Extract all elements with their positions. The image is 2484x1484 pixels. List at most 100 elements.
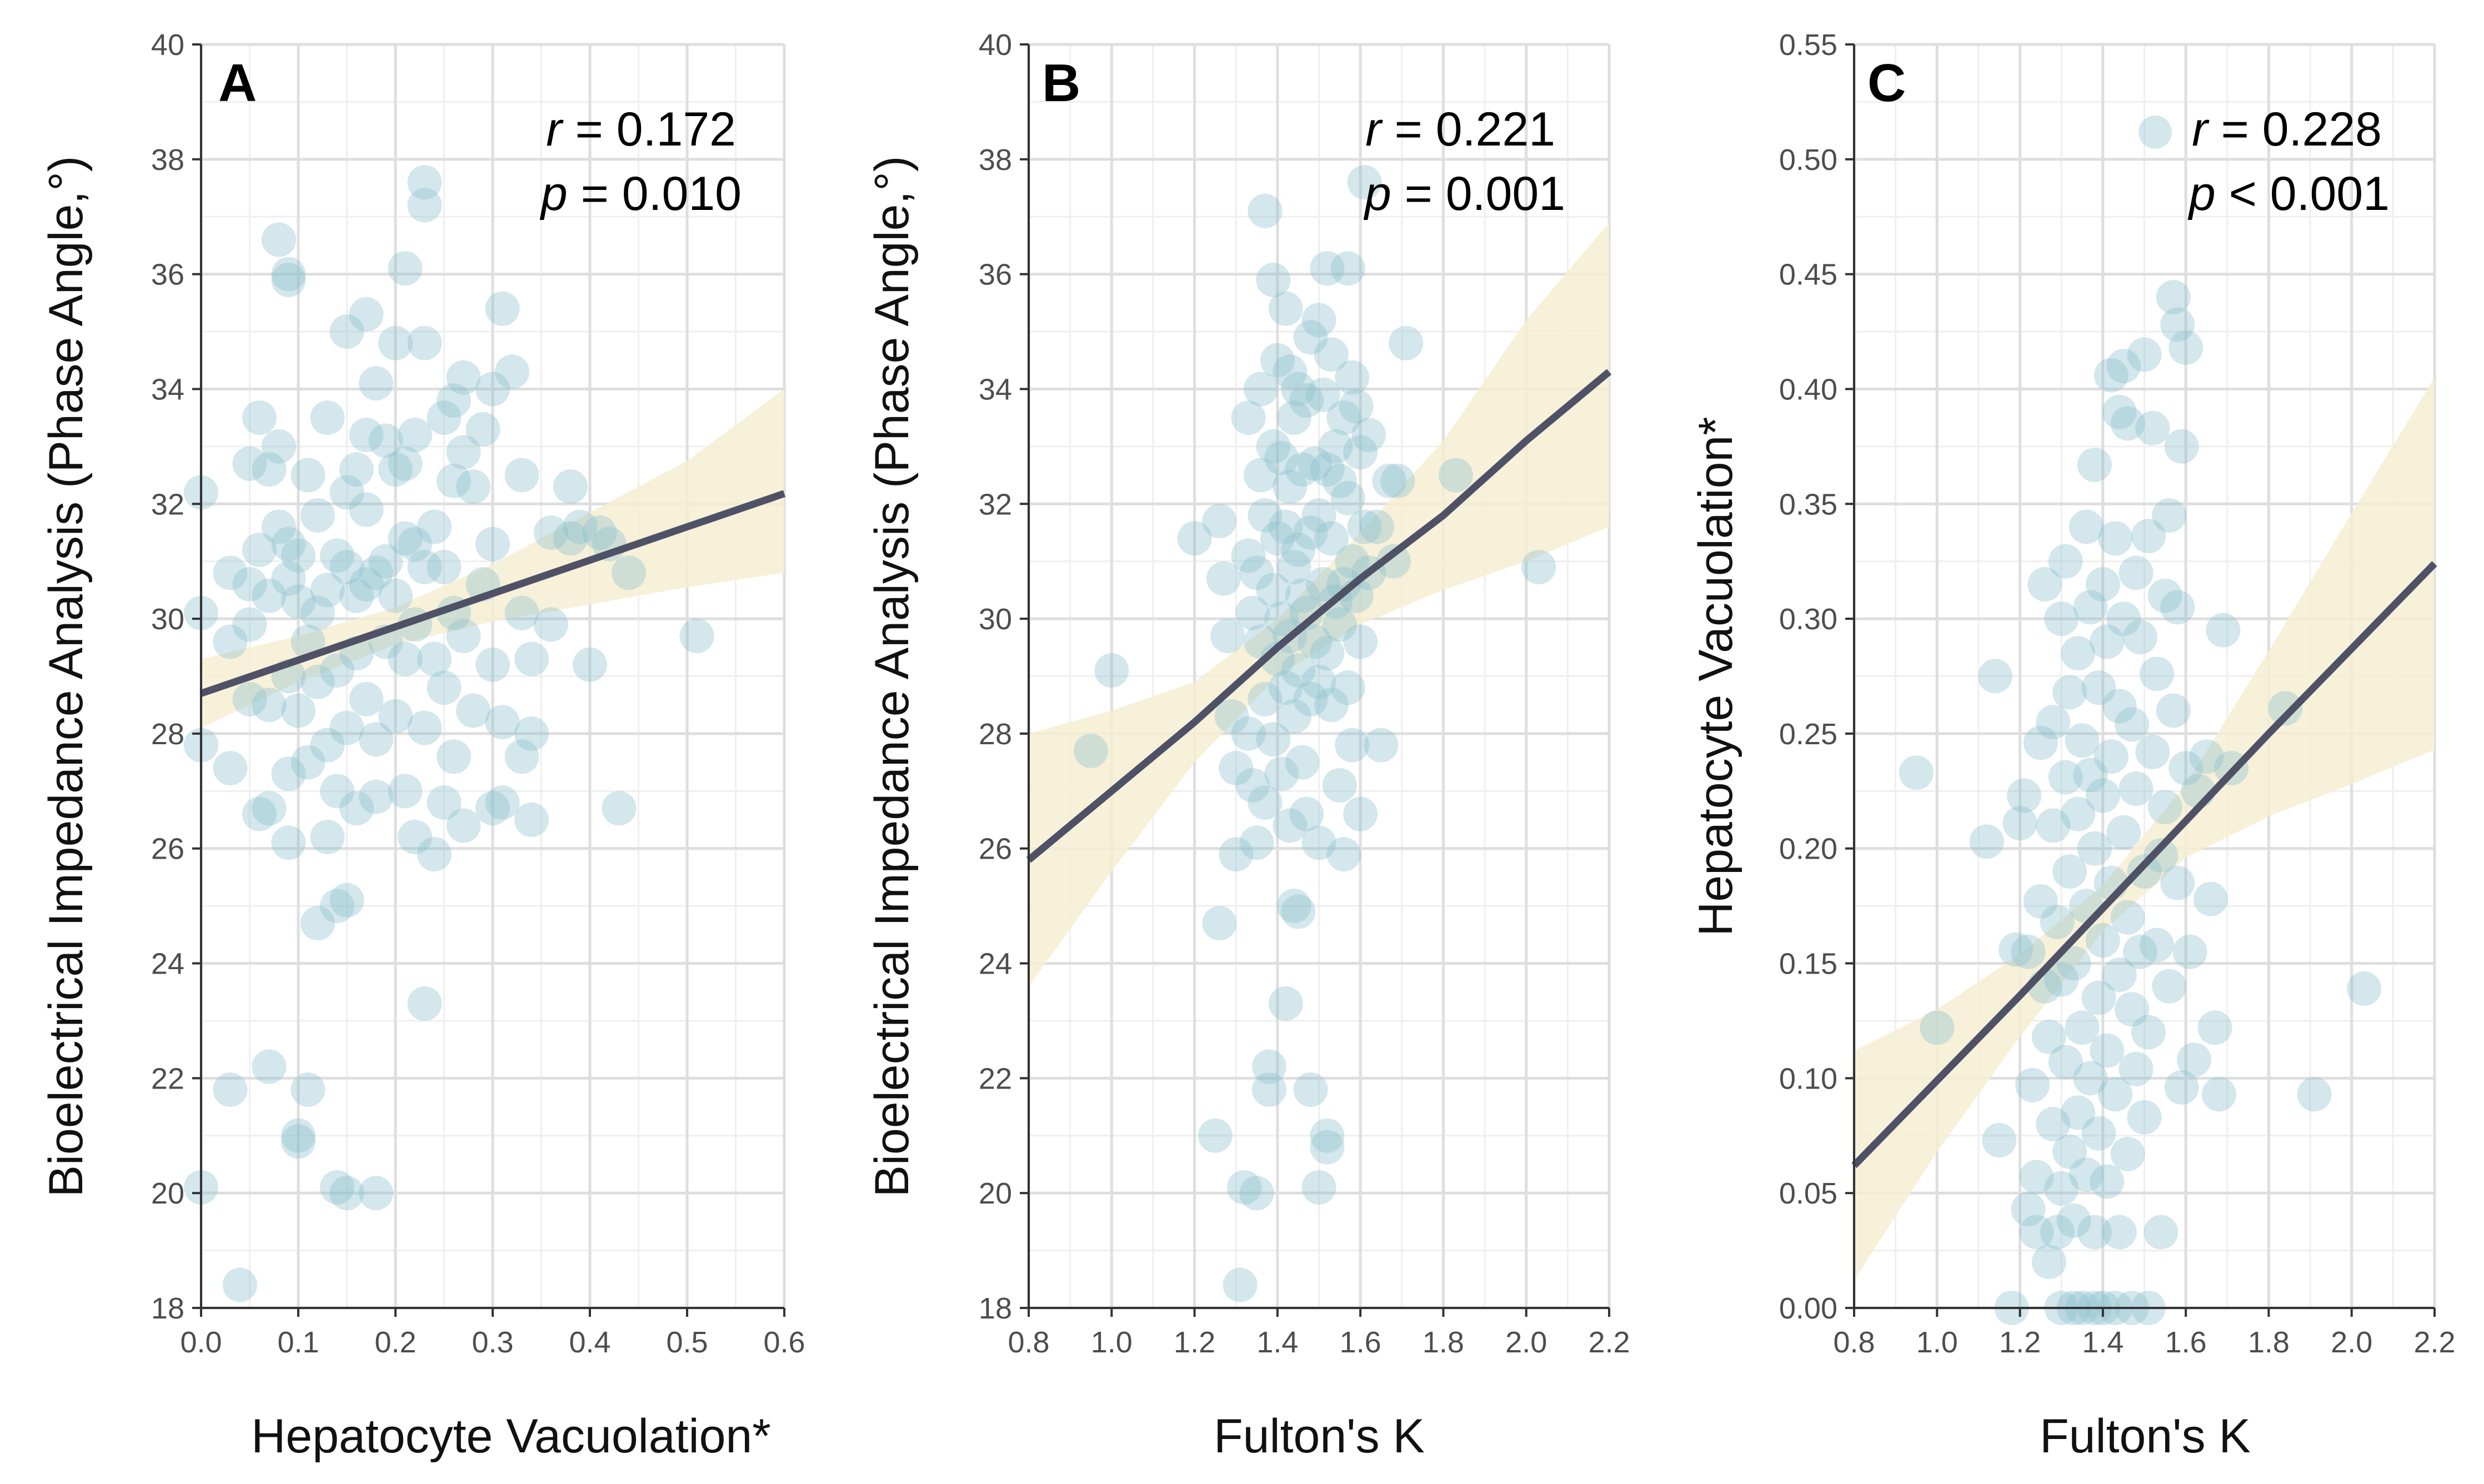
panel-a-stat-p-value: = 0.010: [568, 167, 742, 220]
panel-c: 0.8 1.0 1.2 1.4 1.6 1.8 2.0 2.2 0.00 0.05 0.10 0.15…: [1689, 28, 2456, 1463]
panel-c-point: [2052, 854, 2087, 889]
panel-b-fit-line: [1026, 369, 1612, 863]
panel-b-point: [1260, 641, 1295, 676]
panel-b-x-tick-label: 2.2: [1588, 1326, 1630, 1359]
panel-a-point: [378, 325, 413, 360]
panel-b-point: [1301, 664, 1336, 699]
panel-b-stat-r: r = 0.221: [1365, 103, 1555, 156]
panel-b-y-tick-label: 22: [979, 1062, 1012, 1095]
panel-c-point: [2164, 429, 2199, 464]
panel-c-regression-line: [1851, 561, 2437, 1169]
panel-a-point: [252, 578, 287, 613]
panel-c-point: [2177, 1042, 2212, 1077]
panel-a-point: [534, 607, 568, 642]
panel-b-point: [1202, 906, 1237, 941]
panel-b-stat-r-label: r: [1365, 103, 1383, 156]
panel-c-point: [2131, 519, 2166, 554]
panel-c-point: [1969, 824, 2004, 859]
panel-c-point: [2044, 962, 2079, 997]
panel-c-point: [2268, 691, 2303, 726]
panel-b-point: [1273, 469, 1308, 504]
panel-c-point: [2106, 815, 2141, 850]
panel-c-point: [2036, 1107, 2071, 1142]
panel-b-point: [1305, 567, 1340, 602]
panel-a-point: [310, 728, 345, 763]
panel-c-stat-r: r = 0.228: [2192, 103, 2382, 156]
panel-b-point: [1310, 452, 1345, 487]
panel-a-point: [388, 641, 423, 676]
panel-c-point: [2073, 758, 2108, 793]
panel-b-point: [1372, 463, 1407, 498]
panel-b: 0.8 1.0 1.2 1.4 1.6 1.8 2.0 2.2 18 20 22 24 26 28 30 32…: [865, 28, 1630, 1463]
panel-a-y-axis-title: Bioelectrical Impedance Analysis (Phase …: [39, 156, 93, 1197]
panel-a-point: [475, 647, 510, 682]
panel-a-point: [417, 837, 452, 872]
panel-b-point: [1376, 544, 1411, 579]
panel-c-point: [2085, 567, 2120, 602]
panel-b-point: [1301, 825, 1336, 860]
panel-c-y-tick-label: 0.20: [1779, 833, 1837, 866]
panel-b-y-axis-title: Bioelectrical Impedance Analysis (Phase …: [865, 156, 919, 1197]
panel-a-y-tick-label: 26: [151, 833, 184, 866]
panel-a-point: [398, 527, 432, 561]
panel-b-point: [1347, 165, 1382, 200]
panel-b-point: [1285, 578, 1320, 613]
panel-b-point: [1239, 1176, 1274, 1211]
panel-a-point: [281, 538, 315, 573]
panel-a-point: [417, 509, 452, 544]
panel-b-point: [1326, 837, 1361, 872]
panel-a-point: [582, 515, 617, 550]
panel-c-point: [2052, 675, 2087, 710]
panel-c-point: [2106, 601, 2141, 636]
panel-b-point: [1251, 1072, 1286, 1107]
panel-a-point: [437, 739, 471, 774]
panel-c-point: [2206, 613, 2241, 648]
panel-b-point: [1177, 521, 1212, 556]
panel-c-point: [2160, 590, 2195, 625]
panel-b-point: [1239, 555, 1274, 590]
panel-c-point: [2069, 1157, 2104, 1192]
panel-a-x-tick-label: 0.2: [374, 1326, 416, 1359]
panel-a-point: [213, 1072, 248, 1107]
panel-a-point: [485, 785, 520, 820]
panel-a-point: [232, 446, 267, 481]
panel-a-point: [388, 446, 423, 481]
panel-a-point: [446, 619, 481, 654]
panel-b-point: [1264, 756, 1299, 791]
panel-b-stat-p: p = 0.001: [1363, 167, 1565, 220]
panel-a-point: [242, 533, 277, 567]
panel-b-point: [1322, 463, 1357, 498]
panel-c-point: [2147, 578, 2182, 613]
panel-a-point: [504, 595, 539, 630]
panel-b-point: [1330, 670, 1365, 705]
panel-c-y-axis-title: Hepatocyte Vacuolation*: [1689, 417, 1742, 936]
panel-a-point: [553, 469, 588, 504]
panel-c-point: [2036, 808, 2071, 843]
panel-c-point: [2147, 790, 2182, 825]
panel-a-point: [349, 567, 384, 602]
panel-a-point: [359, 1176, 393, 1211]
panel-c-point: [2115, 992, 2150, 1027]
panel-a-x-tick-label: 0.1: [277, 1326, 319, 1359]
panel-a-point: [446, 360, 481, 395]
panel-a-point: [271, 756, 306, 791]
panel-b-ci-ribbon: [1029, 222, 1609, 986]
panel-c-point: [2144, 1215, 2178, 1250]
panel-a-point: [281, 693, 315, 728]
panel-a-y-tick-label: 24: [151, 947, 184, 981]
panel-c-point: [2169, 750, 2203, 785]
panel-c-point: [2152, 498, 2187, 533]
panel-c-point: [2002, 806, 2037, 841]
panel-a-point: [262, 509, 296, 544]
panel-a-point: [446, 435, 481, 470]
panel-a-point: [504, 739, 539, 774]
panel-c-point: [2193, 881, 2228, 916]
panel-c-point: [2040, 1215, 2075, 1250]
panel-c-point: [2139, 927, 2174, 962]
panel-c-point: [2023, 884, 2058, 919]
panel-a-point: [378, 578, 413, 613]
panel-b-point: [1231, 716, 1266, 751]
panel-c-point: [2069, 509, 2104, 544]
panel-b-point: [1219, 837, 1254, 872]
panel-b-x-tick-label: 1.0: [1091, 1326, 1133, 1359]
